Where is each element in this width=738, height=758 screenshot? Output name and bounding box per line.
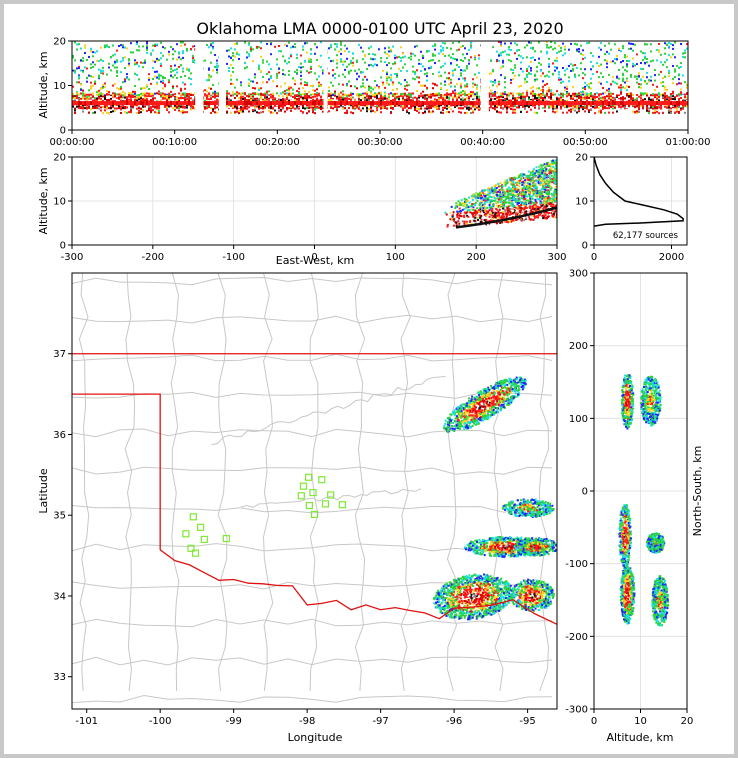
map-xtick-label: -98 [299,716,315,727]
east-west-xtick-label: 100 [386,252,405,263]
source-count-annotation: 62,177 sources [613,231,679,241]
map-ticks: -101 -100 -99 -98 -97 -96 -95 33 34 35 36 37 [53,349,536,727]
time-altitude-panel: 00:00:00 00:10:00 00:20:00 00:30:00 00:40:00… [37,37,710,149]
lma-station-marker [305,501,313,510]
north-south-ytick-label: -100 [565,559,588,570]
time-altitude-xtick-label: 00:30:00 [358,137,403,148]
east-west-xlabel: East-West, km [276,254,354,267]
lma-station-marker [222,534,230,543]
lma-station-marker [200,535,208,544]
lma-station-marker [318,476,326,484]
east-west-xtick-label: 300 [547,252,566,263]
plan-view-density [433,376,557,621]
map-xtick-label: -95 [519,716,535,727]
time-altitude-ytick-label: 20 [53,37,66,48]
lma-station-marker [197,523,205,531]
north-south-xtick-label: 10 [634,716,647,727]
east-west-ylabel: Altitude, km [37,167,50,234]
histogram-ytick-label: 0 [582,241,588,252]
altitude-histogram-panel: 0 2000 0 10 20 62,177 sources [575,153,688,264]
north-south-xlabel: Altitude, km [606,731,673,744]
lma-station-marker [338,501,346,509]
east-west-ytick-label: 20 [53,153,66,164]
histogram-ytick-label: 10 [575,197,588,208]
north-south-xtick-label: 20 [681,716,694,727]
figure-title: Oklahoma LMA 0000-0100 UTC April 23, 202… [196,19,563,38]
lma-station-marker [305,473,313,481]
north-south-ytick-label: 300 [569,269,588,280]
lma-station-marker [309,489,317,497]
time-altitude-ytick-label: 10 [53,81,66,92]
data-gap [323,41,328,130]
figure: Oklahoma LMA 0000-0100 UTC April 23, 202… [4,4,734,754]
time-altitude-density [72,41,688,115]
data-gap [480,41,489,130]
histogram-ytick-label: 20 [575,153,588,164]
map-ylabel: Latitude [37,468,50,514]
north-south-ytick-label: 100 [569,414,588,425]
lma-figure: Oklahoma LMA 0000-0100 UTC April 23, 202… [37,19,710,745]
lma-station-markers [182,473,346,557]
lma-station-marker [182,530,190,538]
altitude-histogram-line [594,157,684,227]
histogram-xtick-label: 0 [591,252,597,263]
time-altitude-xtick-label: 00:10:00 [152,137,197,148]
east-west-ytick-label: 10 [53,197,66,208]
north-south-ticks: 0 10 20 -300 -200 -100 0 100 200 300 [565,269,693,728]
map-ytick-label: 35 [53,511,66,522]
north-south-panel: 0 10 20 -300 -200 -100 0 100 200 300 North-South,… [565,269,704,745]
histogram-xtick-label: 2000 [659,252,684,263]
lma-station-marker [189,513,197,521]
time-altitude-xtick-label: 00:40:00 [460,137,505,148]
lma-station-marker [299,482,308,490]
north-south-xtick-label: 0 [591,716,597,727]
east-west-xtick-label: 200 [467,252,486,263]
time-altitude-ticks: 00:00:00 00:10:00 00:20:00 00:30:00 00:40:00… [50,37,711,149]
time-altitude-ylabel: Altitude, km [37,51,50,118]
map-ytick-label: 36 [53,430,66,441]
north-south-ytick-label: 0 [582,487,588,498]
east-west-xtick-label: -300 [61,252,84,263]
data-gap [218,41,226,130]
time-altitude-xtick-label: 00:00:00 [50,137,95,148]
north-south-grid [593,272,688,710]
lma-station-marker [321,500,330,508]
east-west-ytick-label: 0 [60,241,66,252]
north-south-ylabel: North-South, km [691,446,704,537]
east-west-xtick-label: 0 [311,252,317,263]
east-west-ticks: -300 -200 -100 0 100 200 300 0 10 20 [53,153,566,264]
map-xlabel: Longitude [288,731,343,744]
time-altitude-xtick-label: 00:50:00 [563,137,608,148]
time-altitude-xtick-label: 01:00:00 [666,137,711,148]
time-altitude-data-gaps [195,41,489,130]
map-ytick-label: 34 [53,591,66,602]
east-west-xtick-label: -100 [222,252,245,263]
lma-station-marker [191,549,200,557]
histogram-ticks: 0 2000 0 10 20 [575,153,684,264]
oklahoma-state-border [72,353,557,625]
north-south-ytick-label: -200 [565,632,588,643]
east-west-xtick-label: -200 [141,252,164,263]
map-xtick-label: -101 [75,716,98,727]
map-ytick-label: 33 [53,672,66,683]
data-gap [195,41,204,130]
lma-station-marker [187,544,195,552]
map-xtick-label: -97 [372,716,388,727]
lma-station-marker [310,510,319,518]
lma-station-marker [297,492,305,500]
county-boundaries [72,273,553,704]
east-west-panel: -300 -200 -100 0 100 200 300 0 10 20 Altitude, km… [37,153,567,268]
north-south-ytick-label: 200 [569,341,588,352]
plan-view-map-panel: -101 -100 -99 -98 -97 -96 -95 33 34 35 36 37 Latitu… [37,272,558,744]
time-altitude-xtick-label: 00:20:00 [255,137,300,148]
map-xtick-label: -99 [225,716,241,727]
lma-station-marker [327,491,335,499]
map-xtick-label: -100 [149,716,172,727]
north-south-ytick-label: -300 [565,705,588,716]
time-altitude-ytick-label: 0 [60,126,66,137]
east-west-density [444,157,557,229]
map-xtick-label: -96 [446,716,462,727]
map-ytick-label: 37 [53,349,66,360]
north-south-density [618,374,669,627]
